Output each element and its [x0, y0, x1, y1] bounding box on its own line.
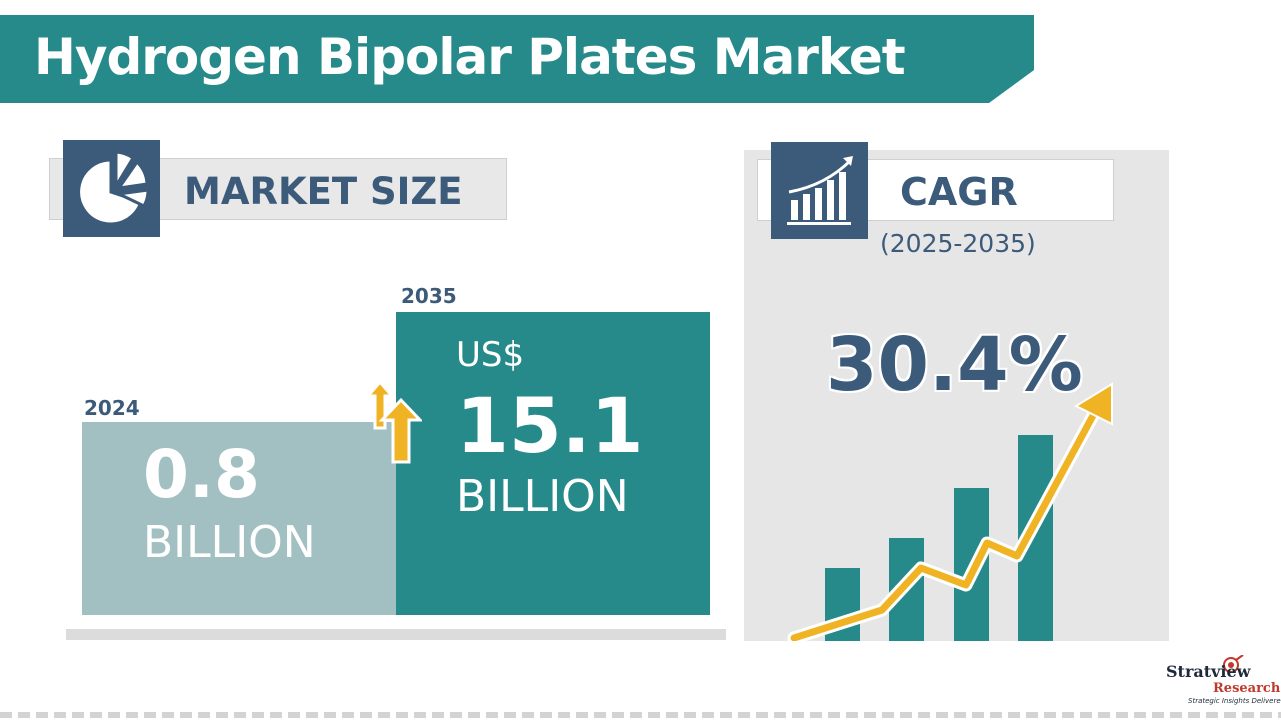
pie-chart-icon [77, 150, 150, 226]
growth-bar-chart-icon [787, 156, 853, 225]
bar-2024 [82, 422, 398, 615]
page-title: Hydrogen Bipolar Plates Market [34, 28, 906, 86]
value-2024: 0.8 [143, 436, 260, 513]
unit-2035: BILLION [456, 471, 629, 522]
title-banner [0, 15, 1034, 103]
cagr-heading: CAGR [900, 170, 1018, 214]
market-size-heading: MARKET SIZE [184, 170, 463, 213]
logo-mark-icon [1223, 655, 1244, 673]
bars-baseline [66, 629, 726, 640]
cagr-growth-illustration [787, 382, 1113, 641]
cagr-value: 30.4% [825, 321, 1085, 410]
unit-2024: BILLION [143, 517, 316, 568]
year-2035-label: 2035 [401, 284, 457, 308]
bottom-divider [0, 712, 1281, 718]
up-arrows-icon [364, 379, 422, 464]
bar-2035 [396, 312, 710, 615]
logo-subtitle: Research [1213, 681, 1281, 696]
logo-brand: Stratview [1166, 662, 1251, 681]
cagr-period: (2025-2035) [880, 229, 1036, 258]
cagr-icon-box [771, 142, 868, 239]
year-2024-label: 2024 [84, 396, 140, 420]
currency-2035: US$ [456, 335, 525, 375]
market-size-icon-box [63, 140, 160, 237]
logo-tagline: Strategic Insights Delivered [1188, 697, 1281, 705]
illustration-trend-arrow [787, 382, 1113, 641]
value-2035: 15.1 [456, 381, 644, 470]
